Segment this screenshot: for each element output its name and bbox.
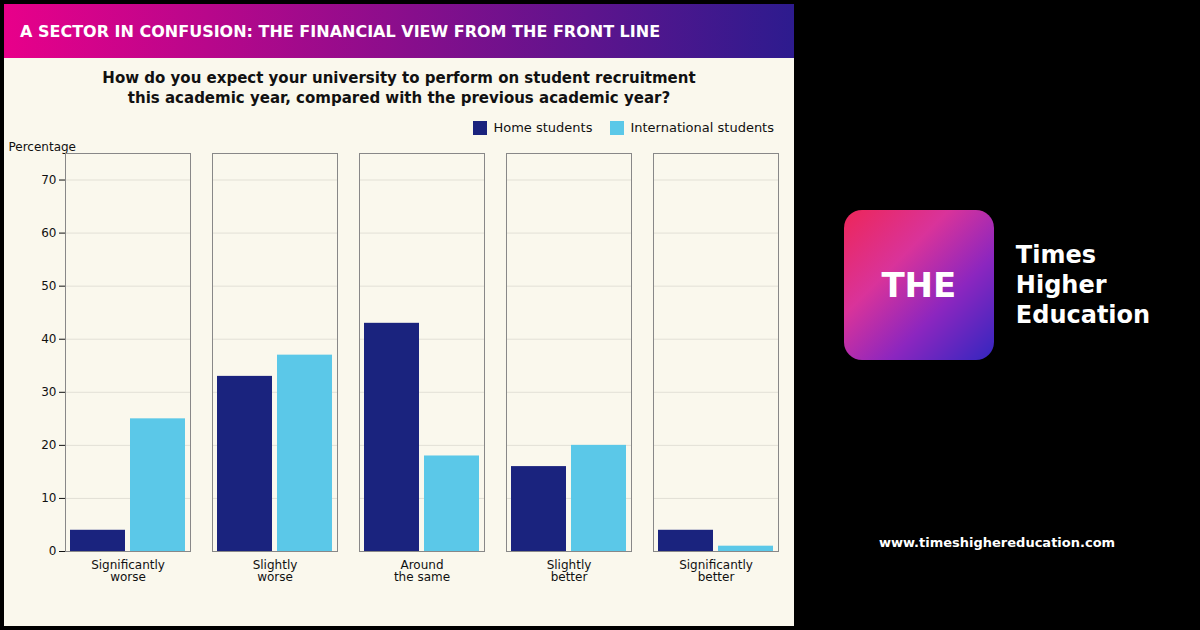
html-text:www.timeshighereducation.com: www.timeshighereducation.com xyxy=(878,535,1116,550)
html-text:How do you expect your univers: How do you expect your university to per… xyxy=(102,69,696,108)
svg-text:40: 40 xyxy=(41,332,56,346)
svg-text:70: 70 xyxy=(41,172,56,186)
html-text:THE: THE xyxy=(881,265,957,305)
svg-text:Percentage: Percentage xyxy=(9,140,77,154)
svg-text:Slightlybetter: Slightlybetter xyxy=(547,558,592,584)
svg-text:30: 30 xyxy=(41,385,56,399)
svg-text:Significantlybetter: Significantlybetter xyxy=(679,558,753,584)
html-text:International students: International students xyxy=(630,119,774,135)
svg-text:Slightlyworse: Slightlyworse xyxy=(253,558,298,584)
svg-text:Aroundthe same: Aroundthe same xyxy=(394,558,450,584)
svg-text:10: 10 xyxy=(41,491,56,505)
svg-text:50: 50 xyxy=(41,279,56,293)
html-text:Home students: Home students xyxy=(493,119,593,135)
html-text:Times Higher Education: Times Higher Education xyxy=(1015,241,1151,329)
svg-text:0: 0 xyxy=(49,544,57,558)
svg-text:20: 20 xyxy=(41,438,56,452)
html-text:A SECTOR IN CONFUSION: THE FIN: A SECTOR IN CONFUSION: THE FINANCIAL VIE… xyxy=(20,21,661,41)
svg-text:60: 60 xyxy=(41,225,56,239)
svg-text:Significantlyworse: Significantlyworse xyxy=(91,558,165,584)
